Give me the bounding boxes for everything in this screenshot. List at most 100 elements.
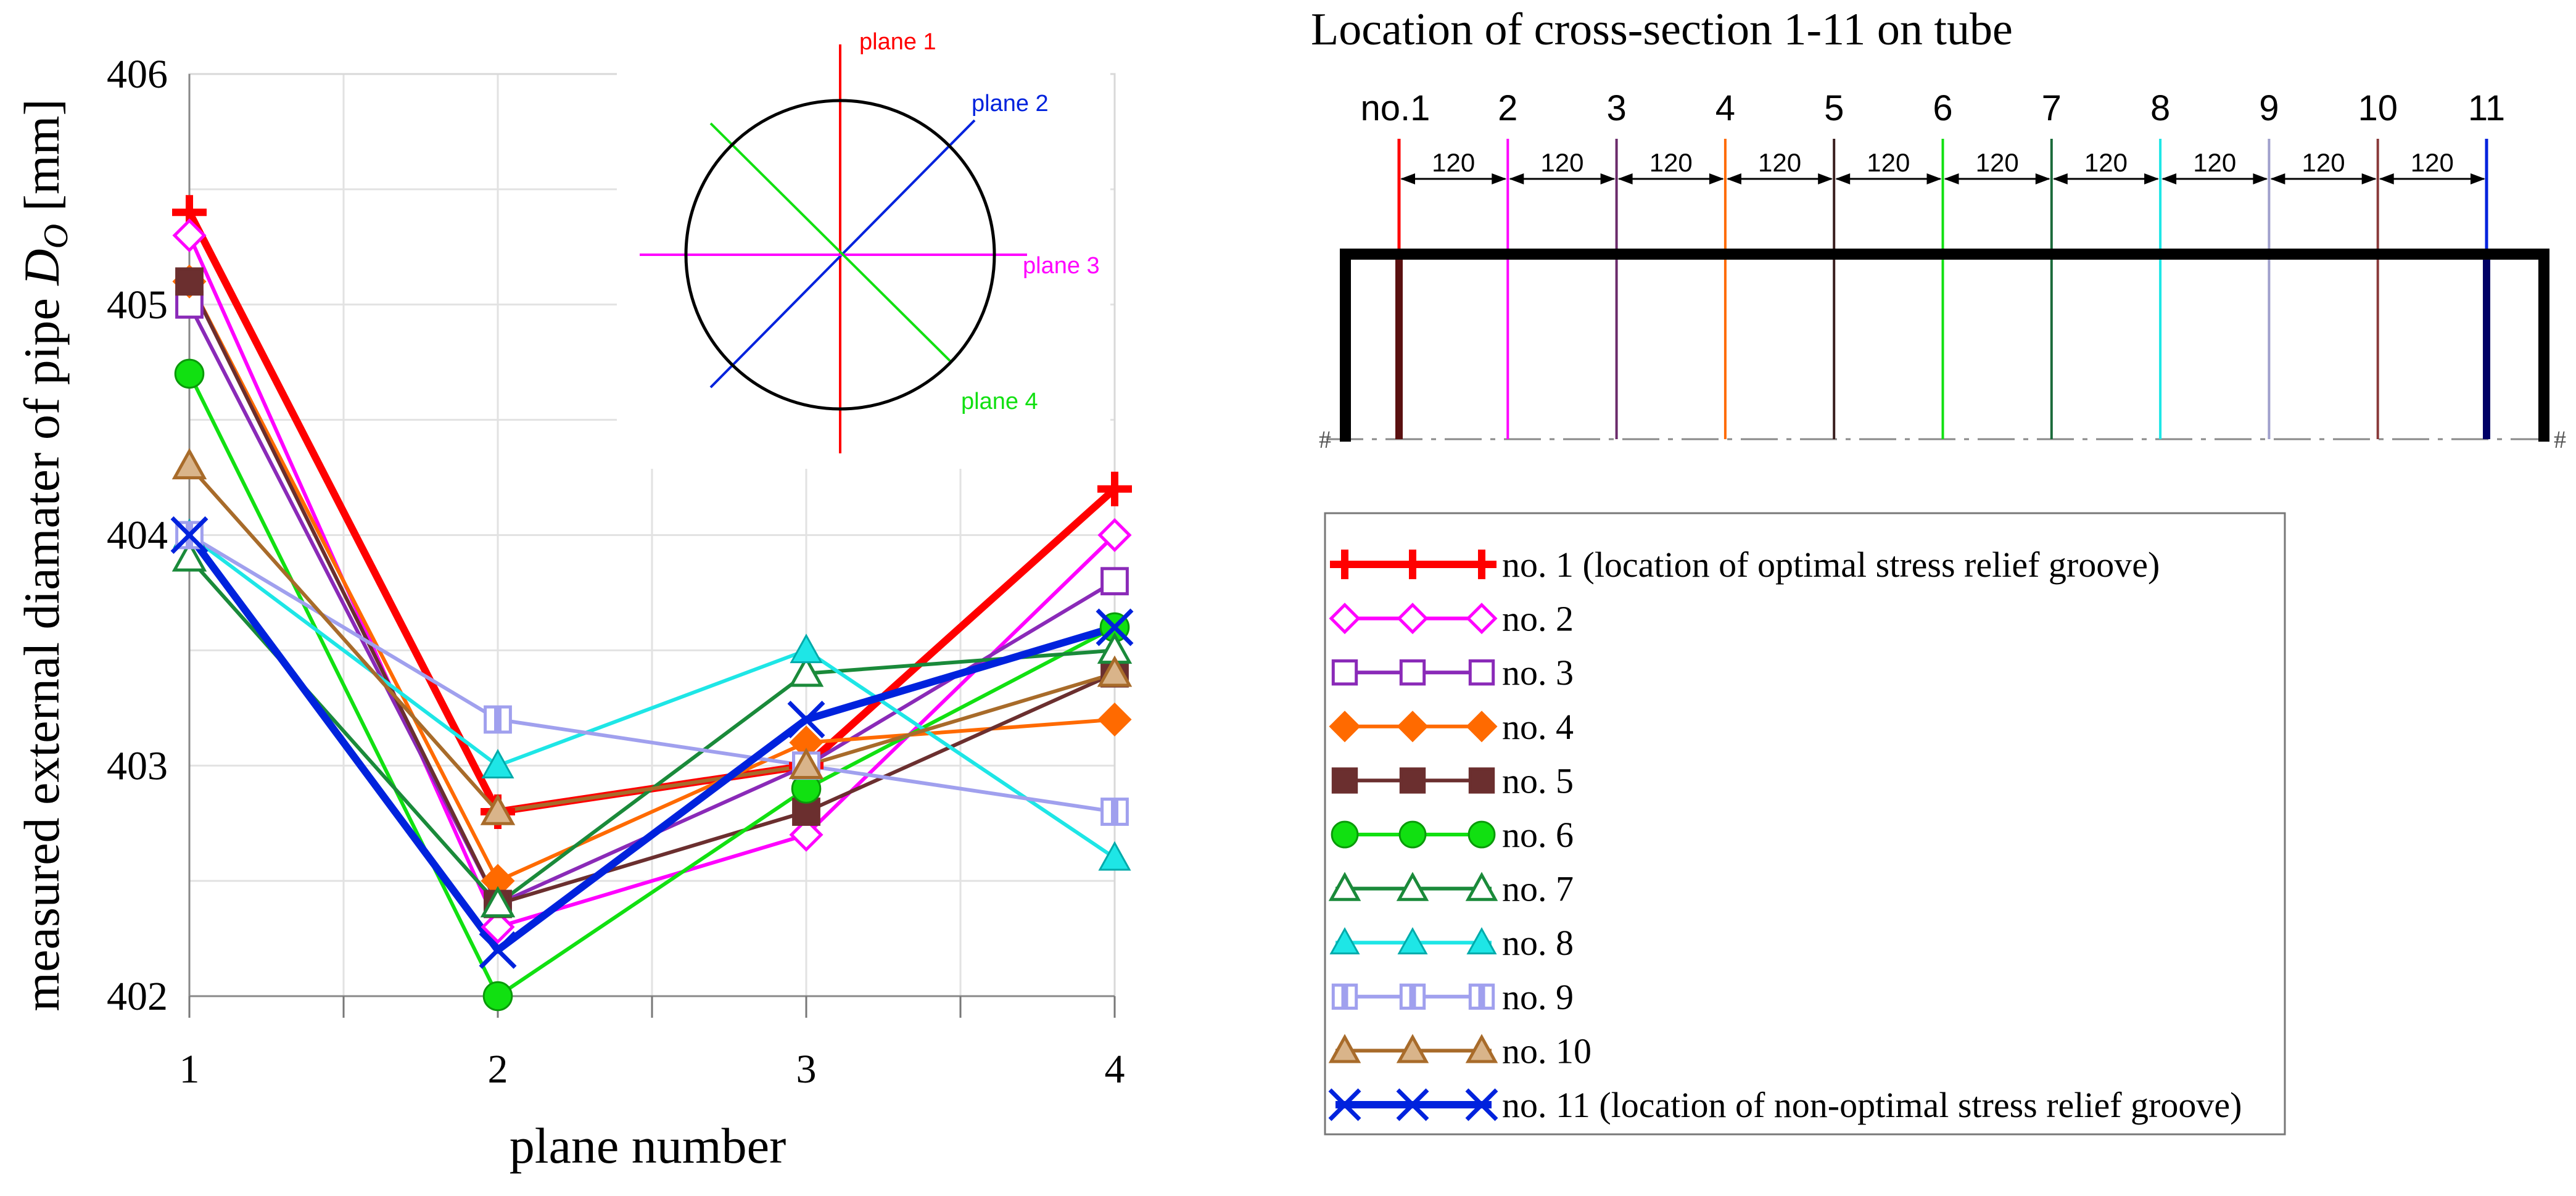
dimension-arrow [1944,173,1959,184]
data-point [174,358,205,389]
data-point [1097,471,1132,506]
data-point [792,798,820,826]
dimension-arrow [2052,173,2068,184]
data-point [1100,798,1129,826]
data-point [1097,518,1132,553]
legend-entry-label: no. 7 [1502,869,1574,909]
dimension-arrow [1400,173,1415,184]
section-label: 7 [2042,88,2062,128]
section-label: 2 [1498,88,1517,128]
legend-marker [1468,820,1496,849]
legend-marker [1399,767,1426,794]
section-label: 10 [2358,88,2398,128]
data-point [480,886,516,918]
legend-entry-label: no. 3 [1502,653,1574,693]
section-label: 11 [2468,88,2505,128]
axis-mark-right: # [2554,426,2566,453]
legend-marker [1466,711,1498,743]
dimension-label: 120 [1432,148,1475,177]
dimension-label: 120 [2411,148,2454,177]
section-label: 4 [1715,88,1735,128]
legend-marker [1466,603,1498,635]
x-tick-label: 1 [180,1047,200,1092]
x-tick-label: 3 [796,1047,817,1092]
dimension-label: 120 [2193,148,2236,177]
data-point [1097,702,1132,737]
data-point [481,749,514,778]
pipe-circle [684,99,996,411]
data-point [171,540,207,572]
data-point [790,633,823,664]
legend-entry-label: no. 9 [1502,977,1574,1017]
data-point [479,931,517,969]
data-point [788,655,824,687]
dimension-arrow [1509,173,1524,184]
legend-marker [1328,1034,1361,1063]
data-point [1100,567,1129,596]
y-axis-label-unit: [mm] [14,99,70,224]
data-point [789,817,824,852]
series-line [188,281,1115,883]
data-point [170,516,208,554]
dimension-arrow [1617,173,1633,184]
y-tick-label: 406 [107,52,168,97]
plane-4-line [709,122,951,362]
dimension-arrow [2035,173,2050,184]
legend-marker [1465,1088,1498,1121]
legend-marker [1398,820,1427,849]
x-tick-label: 2 [488,1047,508,1092]
legend-marker [1331,820,1359,849]
dimension-arrow [1726,173,1741,184]
legend-entry-label: no. 5 [1502,761,1574,801]
series-line [188,464,1115,814]
axis-mark-left: # [1319,426,1331,453]
plane-label: plane 1 [859,29,936,55]
section-label: 8 [2150,88,2170,128]
dimension-arrow [2253,173,2268,184]
legend-marker [1397,927,1428,955]
dimension-label: 120 [1649,148,1693,177]
legend-marker [1396,1088,1429,1121]
legend-entry-label: no. 6 [1502,815,1574,855]
series-line [188,281,1116,906]
legend-marker [1330,550,1360,579]
data-point [788,748,824,779]
data-point [175,267,204,296]
dimension-label: 120 [2084,148,2128,177]
dimension-label: 120 [1976,148,2019,177]
legend-entry-label: no. 11 (location of non-optimal stress r… [1502,1085,2242,1125]
marker-fill [1341,985,1348,1008]
legend-marker [1467,550,1496,579]
series-line [188,373,1116,998]
legend-marker [1398,550,1427,579]
chart-legend: no. 1 (location of optimal stress relief… [1324,512,2286,1136]
legend-marker [1329,927,1360,955]
y-axis-label-subscript: O [37,224,75,249]
marker-fill [1111,799,1118,825]
data-point [787,701,825,738]
tube-cross-section-diagram: Location of cross-section 1-11 on tube #… [1311,4,2566,453]
y-tick-labels: 402 403 404 405 406 [107,52,168,1019]
legend-entry-label: no. 2 [1502,599,1574,639]
dimension-label: 120 [2302,148,2345,177]
legend-marker [1465,1034,1498,1063]
data-point [482,981,513,1012]
dimension-arrow [2471,173,2485,184]
legend-entry-label: no. 8 [1502,923,1574,963]
legend-marker [1399,983,1426,1010]
x-axis-label: plane number [510,1118,786,1174]
dimension-label: 120 [1540,148,1583,177]
legend-marker [1466,927,1497,955]
data-point [1097,655,1133,687]
dimension-arrow [2161,173,2177,184]
data-point [484,705,512,734]
y-tick-label: 404 [107,513,168,558]
diameter-line-chart: 402 403 404 405 406 1 2 3 4 plane number measur… [14,52,1134,1174]
section-label: 9 [2259,88,2279,128]
legend-marker [1396,1034,1429,1063]
dimension-arrow [2361,173,2377,184]
data-point [481,910,515,944]
dimension-label: 120 [1758,148,1801,177]
section-label: no.1 [1361,88,1430,128]
